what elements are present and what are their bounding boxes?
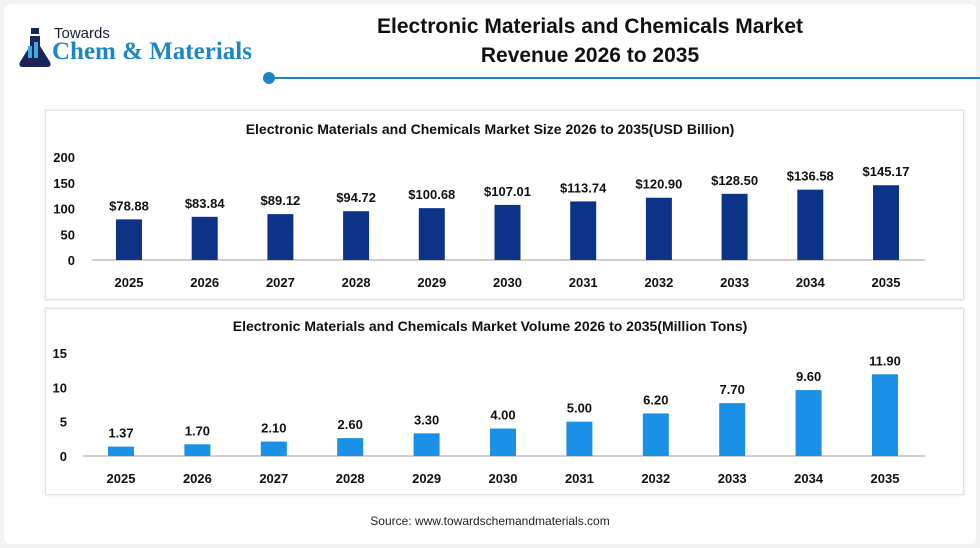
bar: [570, 201, 597, 260]
x-tick-label: 2028: [342, 275, 371, 290]
x-tick-label: 2034: [794, 471, 824, 486]
bar: [795, 390, 822, 456]
x-tick-label: 2026: [183, 471, 212, 486]
x-tick-label: 2026: [190, 275, 219, 290]
data-label: 2.60: [338, 417, 363, 432]
logo-towards: Towards: [54, 25, 110, 42]
bar: [645, 197, 672, 260]
x-tick-label: 2034: [796, 275, 826, 290]
data-label: 6.20: [643, 392, 668, 407]
data-label: 11.90: [869, 353, 901, 368]
x-tick-label: 2028: [336, 471, 365, 486]
title-line-1: Electronic Materials and Chemicals Marke…: [377, 15, 803, 38]
y-tick-label: 0: [68, 253, 75, 268]
x-tick-label: 2031: [569, 275, 598, 290]
data-label: 7.70: [720, 382, 745, 397]
x-tick-label: 2031: [565, 471, 594, 486]
data-label: $94.72: [336, 190, 376, 205]
bar: [797, 189, 824, 260]
bar: [490, 428, 516, 456]
bar: [719, 403, 746, 456]
bar: [343, 211, 370, 260]
data-label: $128.50: [711, 173, 758, 188]
data-label: 3.30: [414, 412, 439, 427]
data-label: $145.17: [863, 164, 910, 179]
data-label: $78.88: [109, 198, 149, 213]
x-tick-label: 2030: [489, 471, 518, 486]
x-tick-label: 2035: [871, 471, 900, 486]
y-tick-label: 0: [60, 449, 67, 464]
y-tick-label: 150: [53, 176, 75, 191]
x-tick-label: 2029: [417, 275, 446, 290]
x-tick-label: 2025: [115, 275, 144, 290]
bar: [413, 433, 440, 456]
bar: [267, 214, 294, 260]
x-tick-label: 2032: [644, 275, 673, 290]
x-tick-label: 2025: [107, 471, 136, 486]
bar: [337, 438, 364, 456]
data-label: $107.01: [484, 184, 531, 199]
logo-brand: Chem & Materials: [52, 38, 252, 65]
divider-dot: [263, 72, 275, 84]
bar: [184, 444, 211, 456]
y-tick-label: 10: [53, 380, 67, 395]
bar: [566, 421, 593, 456]
x-tick-label: 2032: [641, 471, 670, 486]
bar: [191, 216, 218, 260]
bar: [418, 208, 445, 260]
x-tick-label: 2035: [872, 275, 901, 290]
data-label: 1.70: [185, 423, 210, 438]
x-tick-label: 2033: [718, 471, 747, 486]
bar: [721, 193, 748, 260]
data-label: $89.12: [261, 193, 301, 208]
x-tick-label: 2029: [412, 471, 441, 486]
data-label: 1.37: [108, 426, 133, 441]
data-label: 5.00: [567, 401, 592, 416]
x-tick-label: 2033: [720, 275, 749, 290]
data-label: $136.58: [787, 169, 834, 184]
x-tick-label: 2027: [259, 471, 288, 486]
title-line-2: Revenue 2026 to 2035: [480, 44, 700, 67]
y-tick-label: 200: [53, 150, 75, 165]
bar: [494, 204, 521, 260]
page-title: Electronic Materials and Chemicals Marke…: [330, 12, 850, 70]
bar: [642, 413, 669, 456]
data-label: 9.60: [796, 369, 821, 384]
data-label: 2.10: [261, 421, 286, 436]
bar: [108, 446, 134, 456]
data-label: $100.68: [408, 187, 455, 202]
source-note: Source: www.towardschemandmaterials.com: [370, 514, 610, 528]
chart-title: Electronic Materials and Chemicals Marke…: [246, 121, 735, 137]
y-tick-label: 50: [61, 227, 75, 242]
data-label: $120.90: [635, 177, 682, 192]
y-tick-label: 15: [53, 346, 67, 361]
x-tick-label: 2030: [493, 275, 522, 290]
bar: [116, 219, 142, 260]
chart-title: Electronic Materials and Chemicals Marke…: [233, 318, 748, 334]
bar: [873, 185, 899, 260]
y-tick-label: 100: [53, 202, 75, 217]
x-tick-label: 2027: [266, 275, 295, 290]
bar: [260, 441, 287, 456]
flask-logo-icon: [19, 28, 51, 67]
data-label: 4.00: [490, 408, 515, 423]
data-label: $83.84: [185, 196, 226, 211]
data-label: $113.74: [560, 180, 607, 195]
bar: [872, 374, 898, 456]
y-tick-label: 5: [60, 415, 67, 430]
header-divider: [270, 77, 980, 79]
